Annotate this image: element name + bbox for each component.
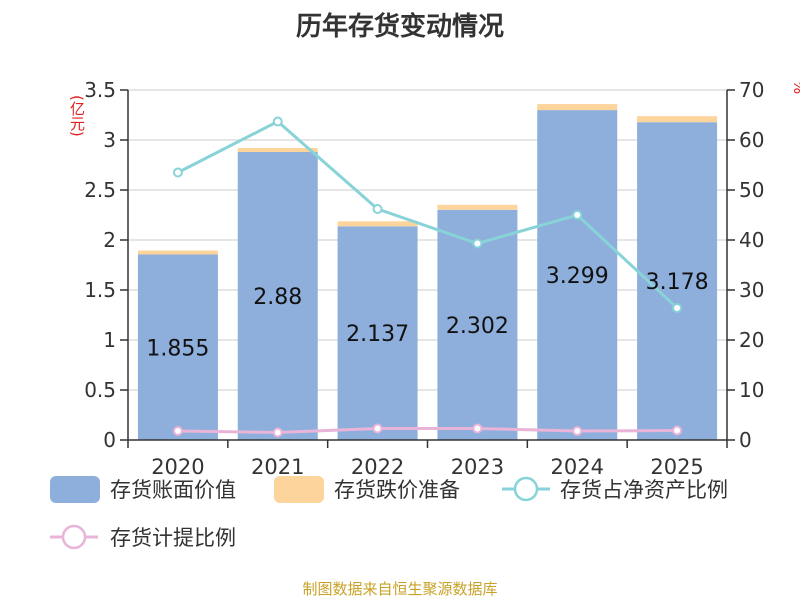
- bar-data-label: 3.299: [546, 264, 609, 289]
- x-tick-label: 2022: [351, 455, 404, 479]
- y2-axis-unit: %: [790, 80, 800, 95]
- y-tick-label: 3: [103, 128, 116, 152]
- y2-tick-label: 30: [739, 278, 764, 302]
- ratio-to-net-assets-point: [272, 116, 283, 127]
- ratio-to-net-assets-point: [372, 204, 383, 214]
- legend-swatch-provision-marker: [61, 524, 87, 550]
- provision-ratio-point: [572, 426, 583, 436]
- y-tick-label: 2.5: [84, 178, 116, 202]
- y2-tick-label: 70: [739, 78, 764, 102]
- axes: 0 0.5 1 1.5 2 2.5 3 3.5 0 10 20 30 40 50 60 70 2020 2021 2…: [84, 78, 764, 479]
- chart-title: 历年存货变动情况: [295, 12, 504, 42]
- bar-inventory-book-value: [137, 254, 218, 440]
- ratio-to-net-assets-point: [572, 210, 583, 220]
- provision-ratio-line: [177, 427, 678, 435]
- y2-tick-label: 50: [739, 178, 764, 202]
- source-footer: 制图数据来自恒生聚源数据库: [302, 580, 498, 598]
- bar-inventory-book-value: [637, 122, 718, 440]
- legend-label: 存货账面价值: [110, 478, 236, 502]
- bar-inventory-reserve: [637, 116, 718, 123]
- bar-inventory-reserve: [537, 104, 618, 111]
- bar-data-label: 2.302: [446, 314, 509, 339]
- ratio-to-net-assets-point: [472, 238, 483, 249]
- legend-swatch-book-value: [50, 476, 100, 503]
- bars: [137, 104, 718, 440]
- y2-tick-label: 0: [739, 428, 752, 452]
- ratio-to-net-assets-line: [177, 119, 679, 310]
- y-axis-unit: (亿元): [68, 95, 86, 137]
- y2-tick-label: 10: [739, 378, 764, 402]
- provision-ratio-point: [272, 427, 283, 438]
- y2-tick-label: 20: [739, 328, 764, 352]
- legend-swatch-ratio-marker: [513, 476, 539, 502]
- y-tick-label: 0: [103, 428, 116, 452]
- series-lines: [172, 116, 683, 438]
- bar-inventory-book-value: [537, 110, 618, 440]
- bar-inventory-reserve: [337, 221, 418, 227]
- x-tick-label: 2021: [251, 455, 304, 479]
- legend-label: 存货跌价准备: [334, 478, 460, 502]
- x-tick-label: 2024: [551, 455, 604, 479]
- data-labels: 1.855 2.88 2.137 2.302 3.299 3.178: [146, 264, 708, 361]
- bar-data-label: 2.137: [346, 322, 409, 347]
- provision-ratio-point: [372, 423, 383, 434]
- legend-swatch-reserve: [274, 476, 324, 503]
- y2-tick-label: 40: [739, 228, 764, 252]
- provision-ratio-point: [472, 423, 483, 434]
- bar-data-label: 1.855: [146, 336, 209, 361]
- legend-label: 存货计提比例: [110, 526, 236, 550]
- bar-inventory-reserve: [237, 148, 318, 152]
- legend-label: 存货占净资产比例: [560, 478, 728, 502]
- bar-data-label: 3.178: [646, 270, 709, 295]
- provision-ratio-point: [672, 425, 683, 436]
- provision-ratio-point: [172, 426, 183, 436]
- bar-inventory-book-value: [337, 226, 418, 440]
- y2-tick-label: 60: [739, 128, 764, 152]
- x-tick-label: 2025: [650, 455, 703, 479]
- bar-inventory-reserve: [437, 204, 518, 210]
- y-tick-label: 2: [103, 228, 116, 252]
- y-tick-label: 3.5: [84, 78, 116, 102]
- ratio-to-net-assets-point: [172, 167, 183, 178]
- grid-lines: [128, 89, 727, 391]
- bar-inventory-reserve: [137, 250, 218, 255]
- bar-inventory-book-value: [237, 152, 318, 440]
- y-tick-label: 1: [103, 328, 116, 352]
- x-tick-label: 2023: [451, 455, 504, 479]
- bar-data-label: 2.88: [253, 285, 302, 310]
- x-tick-label: 2020: [151, 455, 204, 479]
- y-tick-label: 1.5: [84, 278, 116, 302]
- y-tick-label: 0.5: [84, 378, 116, 402]
- ratio-to-net-assets-point: [672, 303, 683, 313]
